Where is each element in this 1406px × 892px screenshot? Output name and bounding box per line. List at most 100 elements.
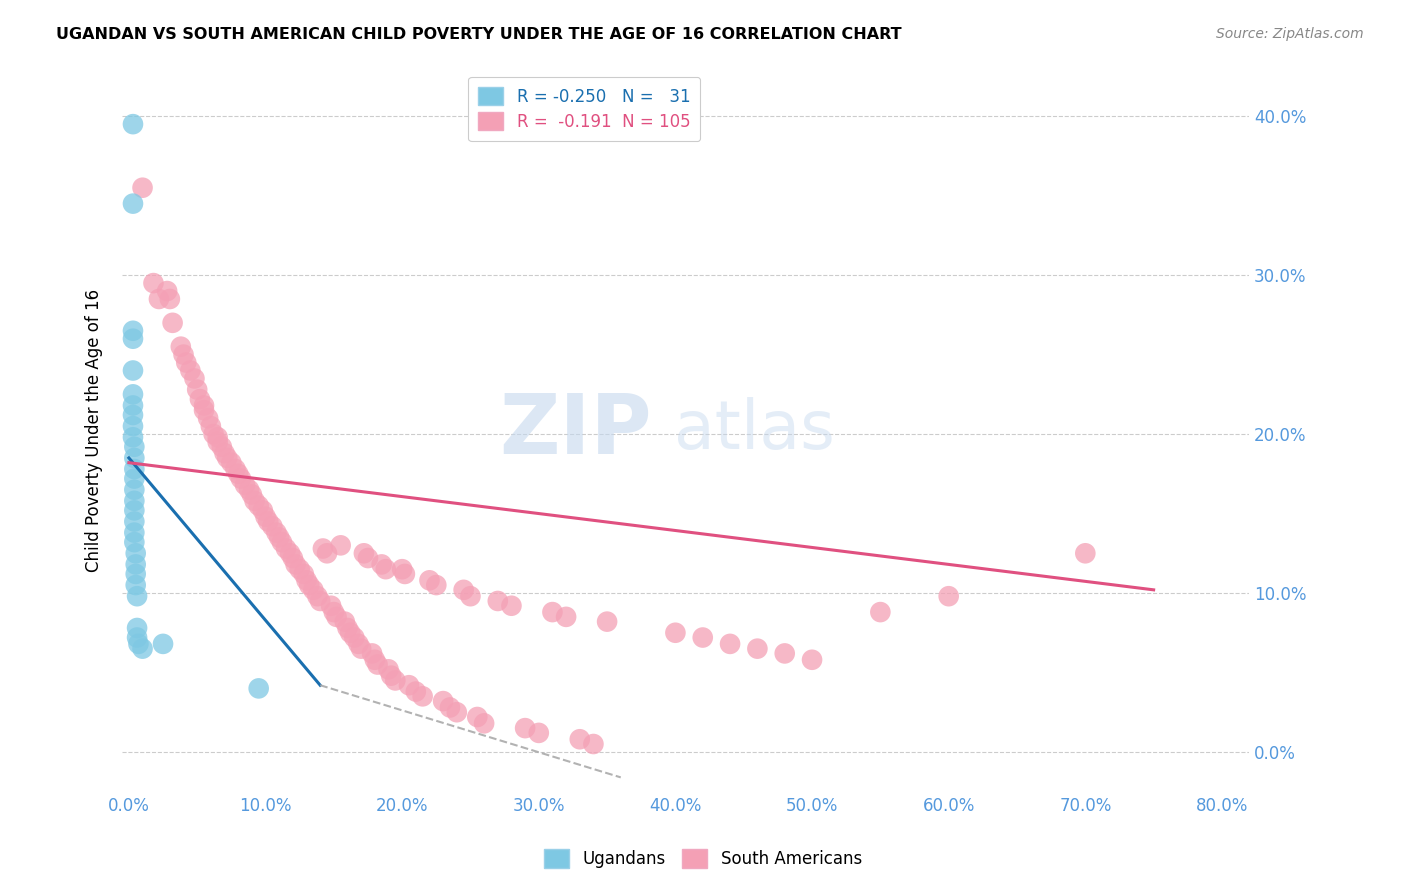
Point — [179, 363, 201, 377]
Point — [664, 625, 686, 640]
Point — [453, 582, 475, 597]
Point — [339, 625, 361, 640]
Point — [202, 427, 225, 442]
Point — [125, 621, 148, 635]
Point — [747, 641, 769, 656]
Point — [391, 562, 413, 576]
Point — [122, 363, 145, 377]
Point — [186, 383, 208, 397]
Point — [124, 483, 146, 497]
Point — [312, 541, 335, 556]
Text: UGANDAN VS SOUTH AMERICAN CHILD POVERTY UNDER THE AGE OF 16 CORRELATION CHART: UGANDAN VS SOUTH AMERICAN CHILD POVERTY … — [56, 27, 901, 42]
Point — [412, 690, 434, 704]
Point — [364, 653, 387, 667]
Point — [125, 631, 148, 645]
Point — [124, 493, 146, 508]
Point — [425, 578, 447, 592]
Point — [233, 478, 256, 492]
Point — [122, 332, 145, 346]
Point — [278, 546, 301, 560]
Point — [152, 637, 174, 651]
Y-axis label: Child Poverty Under the Age of 16: Child Poverty Under the Age of 16 — [86, 288, 103, 572]
Point — [124, 440, 146, 454]
Point — [288, 562, 311, 576]
Point — [197, 411, 219, 425]
Point — [398, 678, 420, 692]
Point — [274, 541, 297, 556]
Point — [307, 589, 329, 603]
Point — [292, 566, 315, 581]
Point — [122, 196, 145, 211]
Point — [384, 673, 406, 688]
Point — [333, 615, 356, 629]
Point — [173, 348, 195, 362]
Point — [221, 456, 243, 470]
Point — [252, 503, 274, 517]
Legend: Ugandans, South Americans: Ugandans, South Americans — [537, 843, 869, 875]
Point — [582, 737, 605, 751]
Point — [226, 467, 249, 481]
Point — [418, 574, 440, 588]
Point — [247, 681, 270, 696]
Point — [446, 705, 468, 719]
Point — [513, 721, 536, 735]
Text: atlas: atlas — [675, 397, 835, 463]
Point — [125, 578, 148, 592]
Point — [193, 399, 215, 413]
Point — [240, 487, 263, 501]
Point — [122, 408, 145, 422]
Point — [254, 509, 277, 524]
Point — [361, 647, 384, 661]
Point — [394, 566, 416, 581]
Point — [298, 578, 321, 592]
Point — [269, 530, 291, 544]
Point — [439, 700, 461, 714]
Point — [124, 503, 146, 517]
Point — [938, 589, 960, 603]
Point — [370, 558, 392, 572]
Point — [207, 430, 229, 444]
Point — [353, 546, 375, 560]
Point — [357, 551, 380, 566]
Point — [142, 276, 165, 290]
Point — [281, 551, 304, 566]
Point — [501, 599, 523, 613]
Text: ZIP: ZIP — [499, 390, 652, 471]
Point — [122, 324, 145, 338]
Point — [801, 653, 824, 667]
Point — [350, 641, 373, 656]
Point — [122, 419, 145, 434]
Point — [568, 732, 591, 747]
Point — [183, 371, 205, 385]
Point — [295, 574, 318, 588]
Point — [432, 694, 454, 708]
Point — [336, 621, 359, 635]
Point — [367, 657, 389, 672]
Point — [174, 355, 197, 369]
Point — [319, 599, 342, 613]
Point — [262, 519, 284, 533]
Point — [472, 716, 495, 731]
Point — [124, 472, 146, 486]
Point — [266, 525, 288, 540]
Point — [405, 684, 427, 698]
Point — [465, 710, 488, 724]
Point — [773, 647, 796, 661]
Point — [238, 483, 260, 497]
Point — [124, 525, 146, 540]
Point — [309, 594, 332, 608]
Point — [122, 387, 145, 401]
Point — [127, 637, 149, 651]
Point — [322, 605, 344, 619]
Point — [125, 589, 148, 603]
Point — [869, 605, 891, 619]
Point — [596, 615, 619, 629]
Point — [718, 637, 741, 651]
Point — [460, 589, 482, 603]
Point — [131, 180, 153, 194]
Point — [214, 446, 236, 460]
Point — [229, 472, 252, 486]
Point — [224, 462, 246, 476]
Point — [193, 403, 215, 417]
Point — [124, 450, 146, 465]
